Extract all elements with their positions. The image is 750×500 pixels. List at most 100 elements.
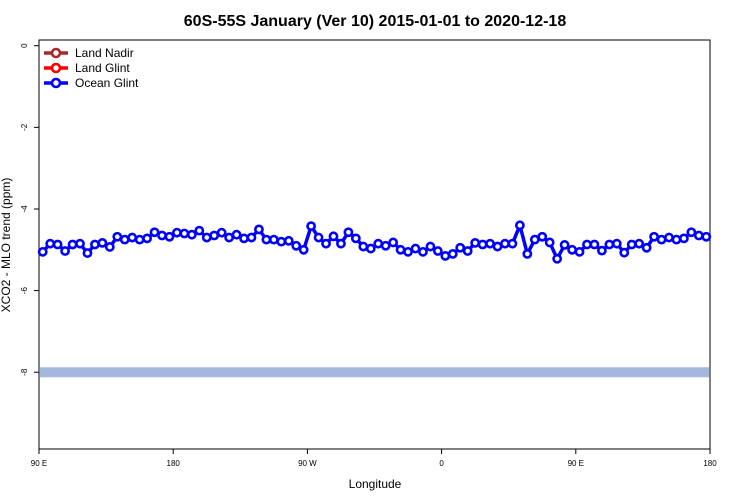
data-point (656, 234, 667, 245)
data-point (686, 227, 697, 238)
data-point (343, 227, 354, 238)
data-point (492, 241, 503, 252)
data-point (388, 237, 399, 248)
data-point (485, 238, 495, 249)
data-point (254, 224, 264, 235)
data-point (529, 234, 540, 245)
y-tick-label: -6 (20, 287, 29, 295)
data-point (321, 238, 331, 249)
data-point (574, 246, 585, 257)
data-point (261, 234, 272, 245)
data-point (679, 233, 689, 244)
data-point (373, 238, 384, 249)
data-point (395, 244, 406, 255)
data-point (209, 230, 220, 241)
legend-label: Ocean Glint (75, 76, 139, 90)
data-point (664, 232, 674, 243)
data-point (477, 239, 488, 250)
data-point (559, 240, 570, 250)
data-point (82, 248, 93, 258)
data-point (224, 232, 235, 243)
data-point (470, 237, 481, 248)
chart-title: 60S-55S January (Ver 10) 2015-01-01 to 2… (184, 13, 567, 30)
x-axis-label: Longitude (349, 477, 402, 491)
data-point (619, 247, 630, 258)
data-point (403, 246, 413, 257)
data-point (418, 246, 428, 257)
data-point (157, 230, 167, 241)
x-tick-label: 90 E (568, 459, 584, 468)
x-tick-label: 180 (167, 459, 181, 468)
data-point (440, 251, 451, 261)
data-point (231, 229, 242, 240)
data-point (60, 246, 70, 256)
data-point (45, 238, 56, 249)
data-point (582, 239, 592, 250)
data-point (410, 243, 421, 254)
x-tick-label: 180 (703, 459, 717, 468)
legend-label: Land Nadir (75, 46, 134, 60)
data-point (194, 225, 205, 236)
data-point (276, 236, 287, 247)
data-point (268, 234, 279, 245)
legend-label: Land Glint (75, 61, 130, 75)
data-point (544, 237, 555, 248)
data-point (298, 244, 309, 255)
data-point (67, 239, 78, 250)
data-point (626, 239, 637, 250)
data-point (701, 231, 712, 242)
data-point (537, 231, 548, 242)
data-point (239, 233, 249, 244)
data-point (216, 227, 227, 238)
legend-swatch-marker (50, 62, 62, 74)
data-point (447, 248, 458, 259)
data-point (596, 245, 607, 256)
x-axis: 90 E 180 90 W 0 90 E 180 (31, 449, 717, 468)
y-tick-label: -2 (20, 123, 29, 131)
data-point (97, 237, 108, 248)
data-point (455, 242, 466, 253)
data-point (246, 232, 257, 243)
data-point (134, 234, 145, 245)
data-point (90, 239, 100, 250)
data-point (149, 227, 160, 238)
data-point (611, 238, 622, 249)
data-point (500, 238, 510, 249)
data-point (104, 242, 115, 252)
legend-swatch-marker (50, 77, 62, 89)
data-point (350, 233, 361, 244)
data-point (507, 238, 518, 249)
data-point (589, 239, 600, 250)
data-point (186, 229, 197, 240)
data-point (112, 231, 123, 242)
data-point (119, 234, 130, 245)
reference-band (40, 367, 709, 378)
data-point (201, 232, 212, 243)
data-point (567, 244, 577, 255)
data-point (164, 231, 175, 242)
data-point (514, 220, 525, 231)
y-axis-label: XCO2 - MLO trend (ppm) (0, 178, 13, 313)
data-point (127, 232, 138, 243)
y-tick-label: -4 (20, 205, 29, 213)
data-point (306, 221, 317, 232)
data-point (142, 233, 153, 244)
data-point (313, 232, 324, 243)
y-tick-label: -8 (20, 368, 29, 376)
legend-swatch-marker (50, 47, 62, 59)
data-point (425, 241, 436, 252)
data-point (336, 238, 346, 249)
data-point (641, 242, 652, 253)
y-axis: 0 -2 -4 -6 -8 (20, 43, 39, 376)
data-point (432, 246, 443, 256)
x-tick-label: 0 (439, 459, 444, 468)
data-point (522, 248, 533, 259)
data-point (52, 239, 63, 250)
x-tick-label: 90 E (31, 459, 47, 468)
data-point (365, 243, 376, 254)
data-point (462, 246, 473, 256)
data-point (328, 231, 339, 242)
data-point (552, 253, 563, 264)
